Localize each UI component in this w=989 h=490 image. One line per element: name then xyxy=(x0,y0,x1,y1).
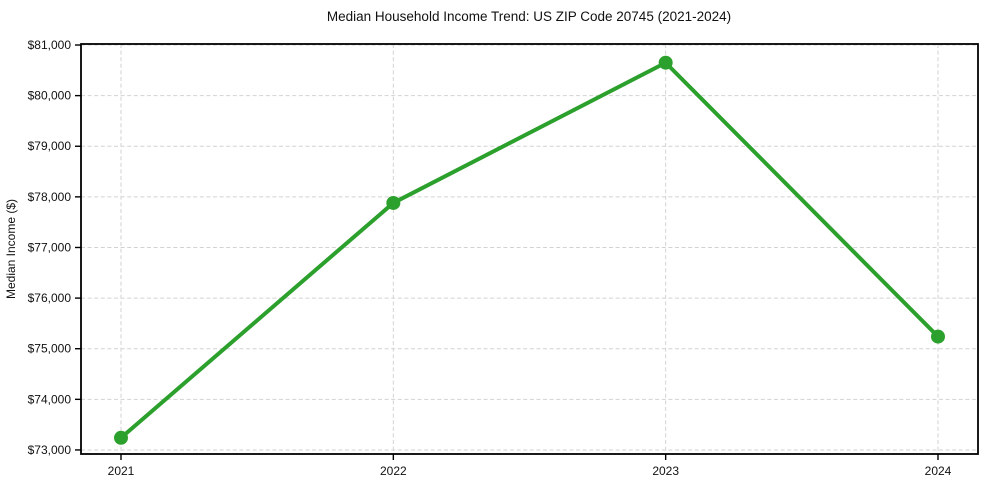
data-point-marker xyxy=(931,329,945,344)
y-tick-label: $74,000 xyxy=(28,392,72,406)
y-tick-label: $75,000 xyxy=(28,342,72,356)
trend-line xyxy=(119,60,940,440)
data-point-marker xyxy=(658,55,673,70)
y-axis-label: Median Income ($) xyxy=(4,199,18,299)
plot-area: $73,000 $74,000 $75,000 $76,000 $77,000 $78,0… xyxy=(28,38,979,478)
chart-title: Median Household Income Trend: US ZIP Co… xyxy=(327,9,731,24)
y-tick-label: $78,000 xyxy=(28,190,72,204)
x-tick-label: 2021 xyxy=(108,464,135,478)
plot-border xyxy=(80,43,979,455)
data-point-marker xyxy=(386,195,401,210)
y-tick-label: $81,000 xyxy=(28,38,72,52)
x-tick-label: 2023 xyxy=(652,464,679,478)
y-tick-label: $79,000 xyxy=(28,139,72,153)
x-tick-label: 2022 xyxy=(380,464,407,478)
y-tick-label: $76,000 xyxy=(28,291,72,305)
y-tick-label: $77,000 xyxy=(28,240,72,254)
y-tick-label: $80,000 xyxy=(28,89,72,103)
data-point-marker xyxy=(114,430,128,445)
y-tick-label: $73,000 xyxy=(28,443,72,457)
x-tick-label: 2024 xyxy=(925,464,952,478)
